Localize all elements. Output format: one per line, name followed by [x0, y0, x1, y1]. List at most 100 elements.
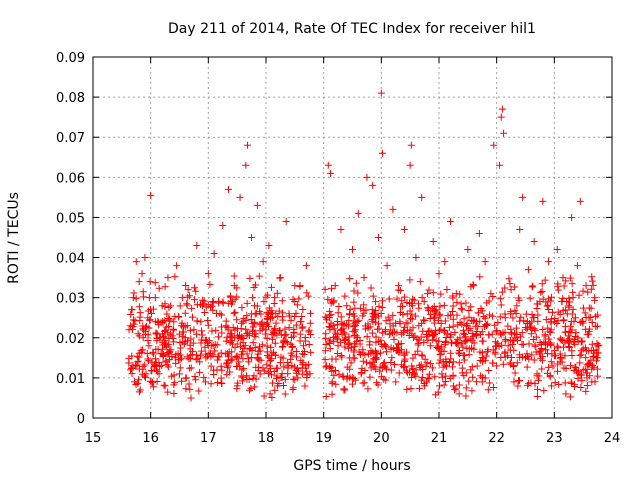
data-point-cloud: [350, 287, 358, 295]
data-point-cloud: [325, 322, 333, 330]
data-point: [323, 362, 331, 370]
data-point-cloud: [140, 326, 148, 334]
data-point-cloud: [263, 308, 271, 316]
data-point: [152, 366, 160, 374]
data-point-cloud: [443, 286, 451, 294]
data-point-cloud: [240, 314, 248, 322]
data-point: [148, 378, 156, 386]
data-point-cloud: [565, 335, 573, 343]
data-point: [274, 382, 282, 390]
data-point-cloud: [353, 317, 361, 325]
data-point-cloud: [416, 278, 424, 286]
data-point-cloud: [403, 385, 411, 393]
data-point-cloud: [196, 352, 204, 360]
data-point-cloud: [462, 321, 470, 329]
data-point-cloud: [496, 313, 504, 321]
data-point-cloud: [543, 302, 551, 310]
data-point-cloud: [556, 350, 564, 358]
data-point-cloud: [397, 340, 405, 348]
y-tick-label: 0.05: [56, 211, 85, 226]
data-point: [412, 254, 420, 262]
data-point-cloud: [328, 355, 336, 363]
data-point: [496, 161, 504, 169]
data-point: [421, 382, 429, 390]
data-point-cloud: [350, 298, 358, 306]
data-point-cloud: [453, 298, 461, 306]
data-point-cloud: [144, 355, 152, 363]
data-point-cloud: [268, 283, 276, 291]
data-point-cloud: [326, 364, 334, 372]
data-point-cloud: [263, 342, 271, 350]
data-point: [294, 374, 302, 382]
y-tick-label: 0.02: [56, 332, 85, 347]
data-point-cloud: [410, 369, 418, 377]
data-point: [139, 334, 147, 342]
data-point-cloud: [352, 279, 360, 287]
data-point-cloud: [408, 315, 416, 323]
data-point-cloud: [433, 344, 441, 352]
data-point: [173, 262, 181, 270]
data-point-cloud: [403, 367, 411, 375]
data-point-cloud: [271, 386, 279, 394]
data-point-cloud: [388, 354, 396, 362]
data-point-cloud: [321, 347, 329, 355]
data-point-cloud: [585, 360, 593, 368]
data-point: [327, 169, 335, 177]
data-point-cloud: [144, 336, 152, 344]
data-point-cloud: [545, 335, 553, 343]
data-point-cloud: [575, 291, 583, 299]
data-point-cloud: [406, 276, 414, 284]
data-point-cloud: [166, 356, 174, 364]
data-point-cloud: [581, 309, 589, 317]
data-point-cloud: [125, 359, 133, 367]
data-point-cloud: [578, 318, 586, 326]
data-point-cloud: [501, 284, 509, 292]
data-point-cloud: [517, 313, 525, 321]
data-point-cloud: [279, 354, 287, 362]
data-point: [134, 358, 142, 366]
data-point-cloud: [204, 317, 212, 325]
data-point-cloud: [430, 319, 438, 327]
data-point: [164, 274, 172, 282]
data-point-cloud: [190, 296, 198, 304]
data-point-cloud: [214, 378, 222, 386]
data-point-cloud: [448, 308, 456, 316]
data-point: [256, 370, 264, 378]
data-point-cloud: [175, 313, 183, 321]
data-point-cloud: [530, 313, 538, 321]
data-point-cloud: [462, 337, 470, 345]
data-point-cloud: [592, 353, 600, 361]
data-point: [478, 378, 486, 386]
data-point-cloud: [583, 330, 591, 338]
data-point-cloud: [518, 329, 526, 337]
data-point-cloud: [192, 287, 200, 295]
data-point: [351, 326, 359, 334]
data-point-cloud: [554, 286, 562, 294]
data-point-cloud: [498, 288, 506, 296]
x-axis-label: GPS time / hours: [293, 458, 410, 474]
data-point-cloud: [540, 338, 548, 346]
data-point-cloud: [298, 312, 306, 320]
data-point-cloud: [401, 363, 409, 371]
data-point-cloud: [281, 390, 289, 398]
data-point-cloud: [412, 312, 420, 320]
data-point-cloud: [226, 292, 234, 300]
data-point-cloud: [549, 362, 557, 370]
data-point-cloud: [175, 356, 183, 364]
data-point-cloud: [246, 331, 254, 339]
data-point: [136, 386, 144, 394]
data-point-cloud: [197, 327, 205, 335]
data-point-cloud: [226, 339, 234, 347]
data-point: [504, 342, 512, 350]
data-point-cloud: [223, 333, 231, 341]
data-point: [369, 181, 377, 189]
data-point: [374, 234, 382, 241]
data-point-cloud: [135, 332, 143, 340]
data-point: [328, 378, 336, 386]
data-point-cloud: [447, 331, 455, 339]
data-point-cloud: [480, 312, 488, 320]
data-point-cloud: [164, 388, 172, 396]
data-point-cloud: [188, 304, 196, 312]
data-point-cloud: [497, 330, 505, 338]
data-point-cloud: [375, 302, 383, 310]
